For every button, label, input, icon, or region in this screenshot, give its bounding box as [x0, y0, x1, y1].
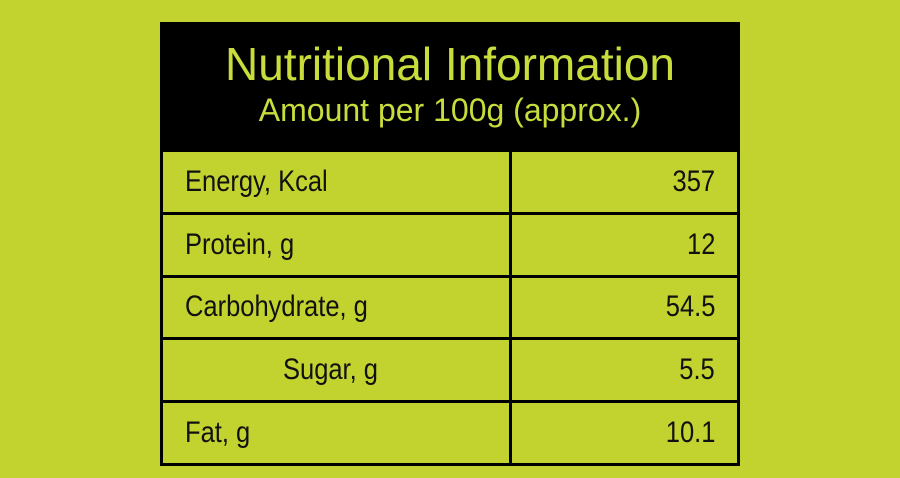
nutrient-cell: Carbohydrate, g [163, 277, 509, 338]
amount-cell: 54.5 [512, 277, 737, 338]
table-row: Protein, g 12 [163, 214, 737, 275]
nutrient-label: Sugar, g [283, 353, 379, 387]
nutrient-cell: Sugar, g [163, 340, 509, 401]
amount-cell: 12 [512, 214, 737, 275]
nutrient-cell: Energy, Kcal [163, 152, 509, 212]
nutrient-label: Energy, Kcal [185, 164, 328, 198]
amount-value: 54.5 [665, 290, 715, 324]
subtitle: Amount per 100g (approx.) [258, 92, 642, 128]
title: Nutritional Information [225, 38, 675, 90]
amount-cell: 357 [512, 152, 737, 212]
nutrient-cell: Fat, g [163, 403, 509, 463]
table-row: Carbohydrate, g 54.5 [163, 277, 737, 338]
nutrient-label: Protein, g [185, 227, 295, 261]
amount-cell: 5.5 [512, 340, 737, 401]
table-row: Fat, g 10.1 [163, 403, 737, 463]
nutrient-cell: Protein, g [163, 214, 509, 275]
table-row: Energy, Kcal 357 [163, 152, 737, 212]
amount-value: 5.5 [679, 353, 715, 387]
table-body: Energy, Kcal 357 Protein, g 12 Carbohydrate,… [163, 152, 737, 463]
amount-value: 12 [686, 227, 715, 261]
table-row: Sugar, g 5.5 [163, 340, 737, 401]
nutrition-table: Nutritional Information Amount per 100g … [160, 22, 740, 466]
table-header: Nutritional Information Amount per 100g … [160, 22, 740, 152]
amount-cell: 10.1 [512, 403, 737, 463]
amount-value: 357 [672, 164, 715, 198]
nutrient-label: Fat, g [185, 416, 251, 450]
amount-value: 10.1 [665, 416, 715, 450]
nutrient-label: Carbohydrate, g [185, 290, 368, 324]
